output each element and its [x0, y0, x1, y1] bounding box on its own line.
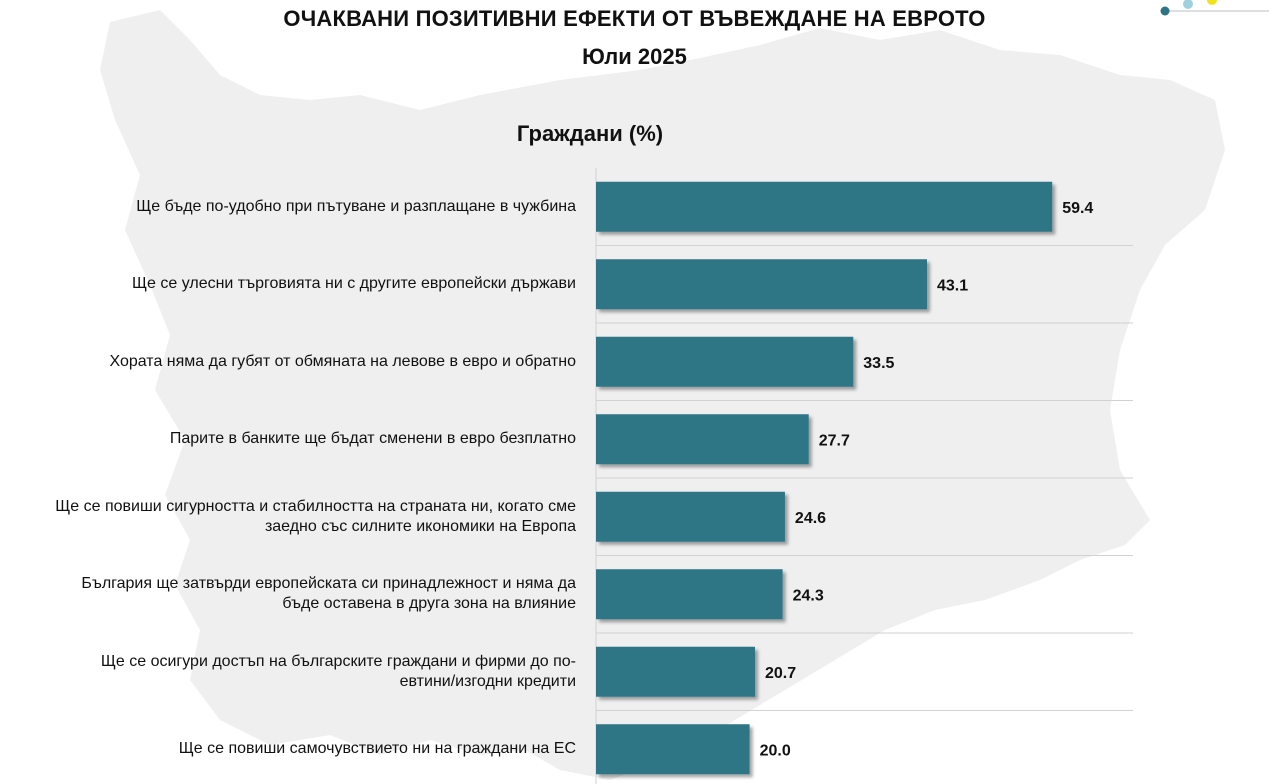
- category-label-line: Ще се улесни търговията ни с другите евр…: [132, 275, 576, 293]
- date-subtitle: Юли 2025: [582, 44, 687, 69]
- category-label: Ще се повиши сигурността и стабилността …: [30, 497, 576, 537]
- category-label-line: Парите в банките ще бъдат сменени в евро…: [169, 430, 576, 448]
- value-label: 24.3: [793, 587, 824, 604]
- bar: [596, 569, 783, 620]
- page-title: ОЧАКВАНИ ПОЗИТИВНИ ЕФЕКТИ ОТ ВЪВЕЖДАНЕ Н…: [283, 6, 986, 31]
- category-label-line: бъде оставена в друга зона на влияние: [282, 595, 576, 613]
- category-label: Ще се повиши самочувствието ни на гражда…: [30, 739, 576, 759]
- bars: [596, 181, 1053, 775]
- category-label-line: заедно със силните икономики на Европа: [264, 517, 576, 535]
- category-label-line: Ще се повиши сигурността и стабилността …: [55, 497, 576, 515]
- category-label-line: евтини/изгодни кредити: [399, 672, 576, 690]
- category-label-line: Ще се осигури достъп на българските граж…: [100, 652, 576, 670]
- category-label: Ще бъде по-удобно при пътуване и разплащ…: [30, 197, 576, 217]
- chart-title: Граждани (%): [516, 121, 664, 146]
- category-label-line: Хората няма да губят от обмяната на лево…: [109, 352, 576, 370]
- category-label: Хората няма да губят от обмяната на лево…: [30, 352, 576, 372]
- bar: [596, 181, 1053, 232]
- category-label: Ще се осигури достъп на българските граж…: [30, 652, 576, 692]
- value-label: 43.1: [937, 277, 968, 294]
- category-label-line: Ще се повиши самочувствието ни на гражда…: [178, 740, 576, 758]
- category-label: България ще затвърди европейската си при…: [30, 574, 576, 614]
- bar: [596, 724, 750, 775]
- bar: [596, 646, 755, 697]
- bar: [596, 259, 928, 310]
- value-label: 59.4: [1062, 200, 1093, 217]
- value-label: 20.7: [765, 665, 796, 682]
- category-label: Парите в банките ще бъдат сменени в евро…: [30, 429, 576, 449]
- value-labels: 59.4 43.1 33.5 27.7 24.6 24.3 20.7 20.0: [760, 200, 1094, 760]
- bar: [596, 491, 785, 542]
- logo-dot-yellow: [1207, 0, 1217, 5]
- bar: [596, 414, 809, 465]
- logo-dot-teal: [1160, 6, 1170, 16]
- value-label: 20.0: [760, 742, 791, 759]
- category-label-line: България ще затвърди европейската си при…: [81, 575, 576, 593]
- value-label: 24.6: [795, 510, 826, 527]
- brand-logo-dots: [1160, 0, 1269, 16]
- category-label-line: Ще бъде по-удобно при пътуване и разплащ…: [136, 197, 576, 215]
- value-label: 33.5: [863, 355, 894, 372]
- value-label: 27.7: [819, 432, 850, 449]
- category-label: Ще се улесни търговията ни с другите евр…: [30, 274, 576, 294]
- logo-dot-light-blue: [1183, 0, 1193, 9]
- bar: [596, 336, 854, 387]
